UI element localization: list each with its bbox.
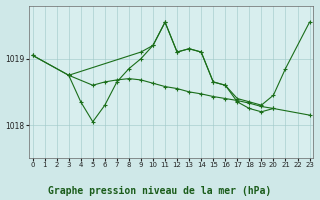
- Text: Graphe pression niveau de la mer (hPa): Graphe pression niveau de la mer (hPa): [48, 186, 272, 196]
